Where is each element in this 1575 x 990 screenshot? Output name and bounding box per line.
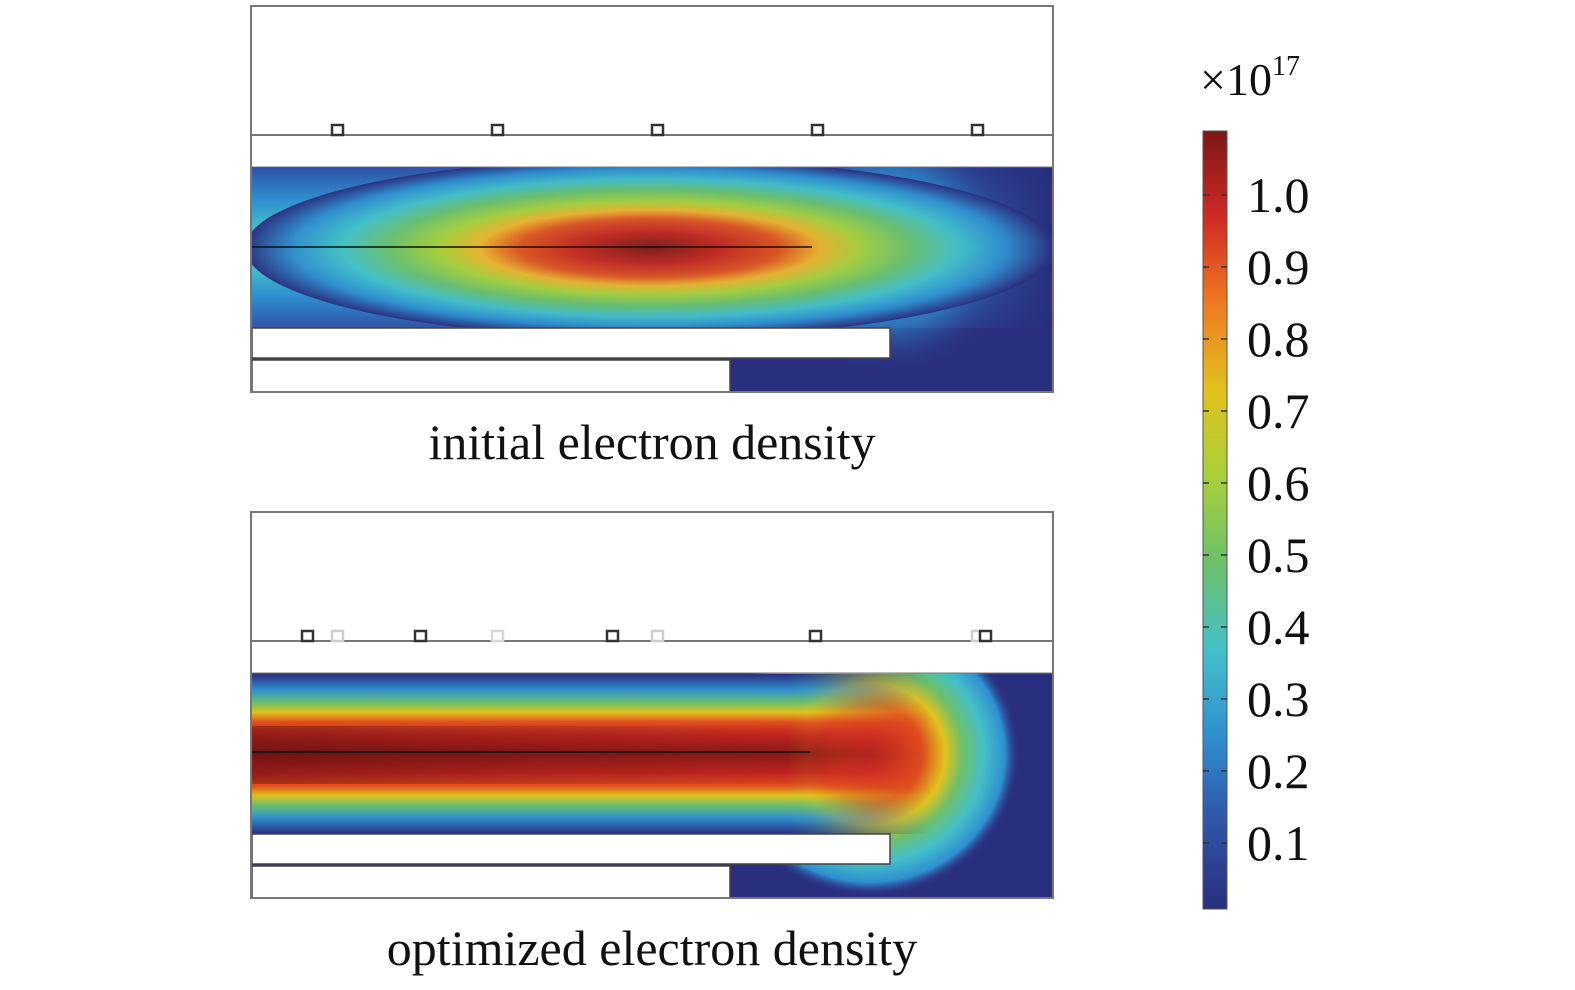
- electrode: [970, 123, 985, 137]
- initial-density-panel: [250, 5, 1054, 393]
- colorbar-tick-label: 0.7: [1247, 383, 1310, 439]
- electrode-group: [300, 629, 993, 643]
- colorbar-multiplier: ×1017: [1200, 51, 1300, 105]
- colorbar-graphic: ×1017 1.0 0.9 0.8 0.7 0.6 0.5 0.4 0.3 0.2 0.1: [1200, 51, 1310, 910]
- electrode: [978, 629, 993, 643]
- electrode: [490, 123, 505, 137]
- colorbar-tick-label: 0.9: [1247, 239, 1310, 295]
- electrode-group: [330, 123, 985, 137]
- colorbar: ×1017 1.0 0.9 0.8 0.7 0.6 0.5 0.4 0.3 0.2 0.1: [1195, 50, 1455, 920]
- lower-block-upper: [251, 833, 891, 865]
- colorbar-scale: [1202, 130, 1228, 910]
- colorbar-tick-label: 0.1: [1247, 815, 1310, 871]
- colorbar-tick-label: 0.6: [1247, 455, 1310, 511]
- electrode: [330, 123, 345, 137]
- electrode-ghost: [650, 629, 665, 643]
- initial-density-map: [250, 5, 1054, 393]
- colorbar-tick-label: 1.0: [1247, 167, 1310, 223]
- electrode: [605, 629, 620, 643]
- optimized-density-caption: optimized electron density: [386, 920, 918, 976]
- electrode: [413, 629, 428, 643]
- lower-block-lower: [251, 359, 731, 393]
- colorbar-tick-label: 0.4: [1247, 599, 1310, 655]
- colorbar-tick-label: 0.3: [1247, 671, 1310, 727]
- electrode-ghost: [490, 629, 505, 643]
- colorbar-tick-label: 0.5: [1247, 527, 1310, 583]
- lower-block-upper: [251, 327, 891, 359]
- electrode-ghost: [330, 629, 345, 643]
- lower-block-lower: [251, 865, 731, 899]
- electrode: [300, 629, 315, 643]
- optimized-density-panel: [250, 511, 1054, 899]
- colorbar-ticks: 1.0 0.9 0.8 0.7 0.6 0.5 0.4 0.3 0.2 0.1: [1203, 167, 1310, 871]
- optimized-density-map: [250, 511, 1054, 899]
- electrode: [810, 123, 825, 137]
- colorbar-tick-label: 0.2: [1247, 743, 1310, 799]
- electrode: [808, 629, 823, 643]
- colorbar-tick-label: 0.8: [1247, 311, 1310, 367]
- electrode: [650, 123, 665, 137]
- initial-density-caption: initial electron density: [428, 414, 876, 470]
